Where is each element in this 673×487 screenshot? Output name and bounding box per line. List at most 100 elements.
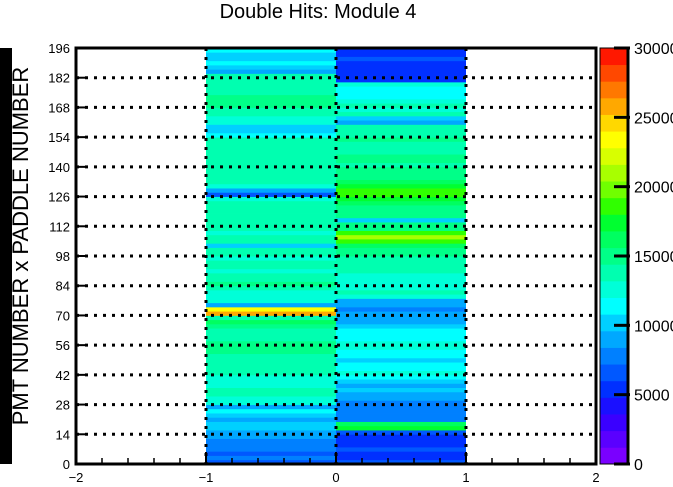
heatmap-cell: [336, 69, 466, 74]
y-tick-label: 98: [56, 249, 70, 264]
heatmap-cell: [206, 404, 336, 410]
color-scale-step: [600, 131, 628, 149]
color-scale-step: [600, 214, 628, 232]
color-scale-step: [600, 280, 628, 298]
heatmap-cell: [206, 247, 336, 253]
y-axis-label: PMT NUMBER x PADDLE NUMBER: [8, 67, 33, 426]
heatmap-cell: [336, 251, 466, 257]
heatmap-cell: [336, 247, 466, 253]
heatmap-cell: [206, 52, 336, 57]
heatmap-cell: [206, 366, 336, 372]
heatmap-cell: [206, 98, 336, 104]
heatmap-cell: [336, 52, 466, 57]
heatmap-cell: [336, 158, 466, 164]
heatmap-cell: [336, 311, 466, 316]
z-tick-label: 5000: [634, 388, 670, 405]
heatmap-cell: [336, 94, 466, 100]
heatmap-cell: [206, 264, 336, 270]
heatmap-cell: [206, 383, 336, 388]
color-scale-step: [600, 164, 628, 182]
heatmap-cell: [336, 366, 466, 372]
heatmap-cell: [206, 336, 336, 342]
grid: [76, 48, 596, 464]
heatmap-cell: [206, 328, 336, 333]
heatmap-cell: [336, 243, 466, 248]
heatmap-cell: [336, 336, 466, 342]
heatmap-cell: [336, 226, 466, 231]
heatmap-cell: [206, 239, 336, 244]
heatmap-cell: [336, 268, 466, 274]
heatmap-cell: [336, 137, 466, 142]
heatmap-cell: [336, 188, 466, 193]
heatmap-cell: [336, 289, 466, 295]
heatmap-cell: [206, 353, 336, 359]
heatmap-cell: [206, 447, 336, 452]
left-edge-bar: [0, 48, 12, 464]
heatmap-cell: [206, 64, 336, 70]
z-tick-label: 30000: [634, 41, 673, 58]
heatmap-cell: [336, 272, 466, 278]
heatmap-cell: [206, 417, 336, 422]
heatmap-cell: [336, 447, 466, 452]
heatmap-cell: [206, 145, 336, 151]
x-tick-label: 0: [332, 470, 339, 485]
heatmap-cell: [336, 209, 466, 214]
heatmap-cell: [336, 451, 466, 456]
heatmap-cell: [336, 264, 466, 270]
color-scale-step: [600, 297, 628, 315]
heatmap-cell: [206, 69, 336, 74]
heatmap-cell: [206, 357, 336, 363]
heatmap-cell: [336, 332, 466, 338]
heatmap-cell: [336, 60, 466, 66]
heatmap-cell: [336, 413, 466, 418]
heatmap-cell: [336, 166, 466, 172]
heatmap-cell: [206, 200, 336, 206]
heatmap-cell: [336, 391, 466, 397]
heatmap-cell: [206, 349, 336, 355]
heatmap-cell: [206, 260, 336, 265]
heatmap-cell: [336, 408, 466, 414]
heatmap-cell: [206, 217, 336, 223]
heatmap-cell: [336, 107, 466, 113]
heatmap-cell: [206, 319, 336, 325]
heatmap-cell: [206, 459, 336, 465]
heatmap-cell: [336, 319, 466, 325]
x-tick-label: 1: [462, 470, 469, 485]
heatmap-cell: [206, 107, 336, 113]
heatmap-cell: [336, 404, 466, 410]
heatmap-cell: [206, 298, 336, 304]
heatmap-cell: [206, 442, 336, 448]
y-tick-label: 182: [48, 71, 70, 86]
heatmap-cell: [206, 396, 336, 401]
heatmap-cell: [336, 256, 466, 261]
heatmap-cell: [206, 158, 336, 164]
heatmap-cell: [336, 86, 466, 91]
heatmap-cell: [336, 175, 466, 180]
heatmap-cell: [206, 86, 336, 91]
y-tick-label: 168: [48, 100, 70, 115]
color-scale-step: [600, 314, 628, 332]
heatmap-cell: [206, 294, 336, 299]
heatmap-cell: [336, 213, 466, 219]
z-tick-label: 15000: [634, 249, 673, 266]
color-scale-step: [600, 48, 628, 66]
heatmap-cell: [336, 455, 466, 461]
heatmap-cell: [336, 141, 466, 147]
heatmap-cell: [206, 171, 336, 176]
z-tick-label: 0: [634, 457, 643, 474]
heatmap-cell: [336, 73, 466, 79]
heatmap-cell: [336, 306, 466, 312]
z-tick-label: 10000: [634, 318, 673, 335]
color-scale-step: [600, 231, 628, 249]
heatmap-cell: [336, 234, 466, 240]
color-scale: 0 5000 10000 15000 20000 25000 30000: [599, 41, 673, 474]
heatmap-cell: [206, 162, 336, 168]
heatmap-cell: [336, 230, 466, 236]
heatmap-cell: [206, 141, 336, 147]
y-tick-label: 28: [56, 398, 70, 413]
color-scale-step: [600, 330, 628, 348]
heatmap-cell: [206, 268, 336, 274]
heatmap-cell: [206, 251, 336, 257]
heatmap-cell: [336, 379, 466, 384]
heatmap-cell: [336, 459, 466, 465]
